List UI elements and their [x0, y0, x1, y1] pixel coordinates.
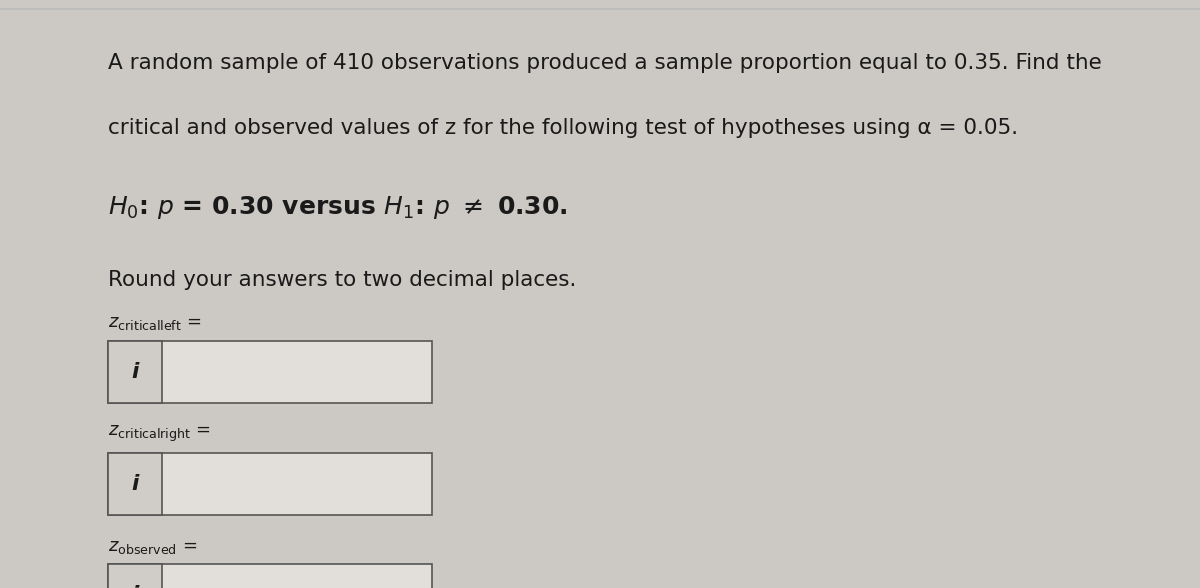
Text: $z_{\mathrm{observed}}$ =: $z_{\mathrm{observed}}$ = [108, 537, 197, 556]
Text: $\mathit{H_0}$: $\mathit{p}$ = 0.30 versus $\mathit{H_1}$: $\mathit{p}$ $\neq$ 0: $\mathit{H_0}$: $\mathit{p}$ = 0.30 vers… [108, 194, 568, 221]
Text: A random sample of 410 observations produced a sample proportion equal to 0.35. : A random sample of 410 observations prod… [108, 53, 1102, 73]
Text: i: i [131, 473, 139, 494]
Text: Round your answers to two decimal places.: Round your answers to two decimal places… [108, 270, 576, 290]
Text: $z_{\mathrm{critical left}}$ =: $z_{\mathrm{critical left}}$ = [108, 314, 202, 332]
Bar [108, 341, 162, 403]
Bar [108, 453, 432, 514]
Text: i: i [131, 362, 139, 382]
Text: $z_{\mathrm{critical right}}$ =: $z_{\mathrm{critical right}}$ = [108, 424, 211, 444]
Bar [108, 453, 162, 514]
Bar [108, 341, 432, 403]
Text: i: i [131, 585, 139, 588]
Bar [108, 564, 432, 588]
Text: critical and observed values of z for the following test of hypotheses using α =: critical and observed values of z for th… [108, 118, 1018, 138]
Bar [108, 564, 162, 588]
